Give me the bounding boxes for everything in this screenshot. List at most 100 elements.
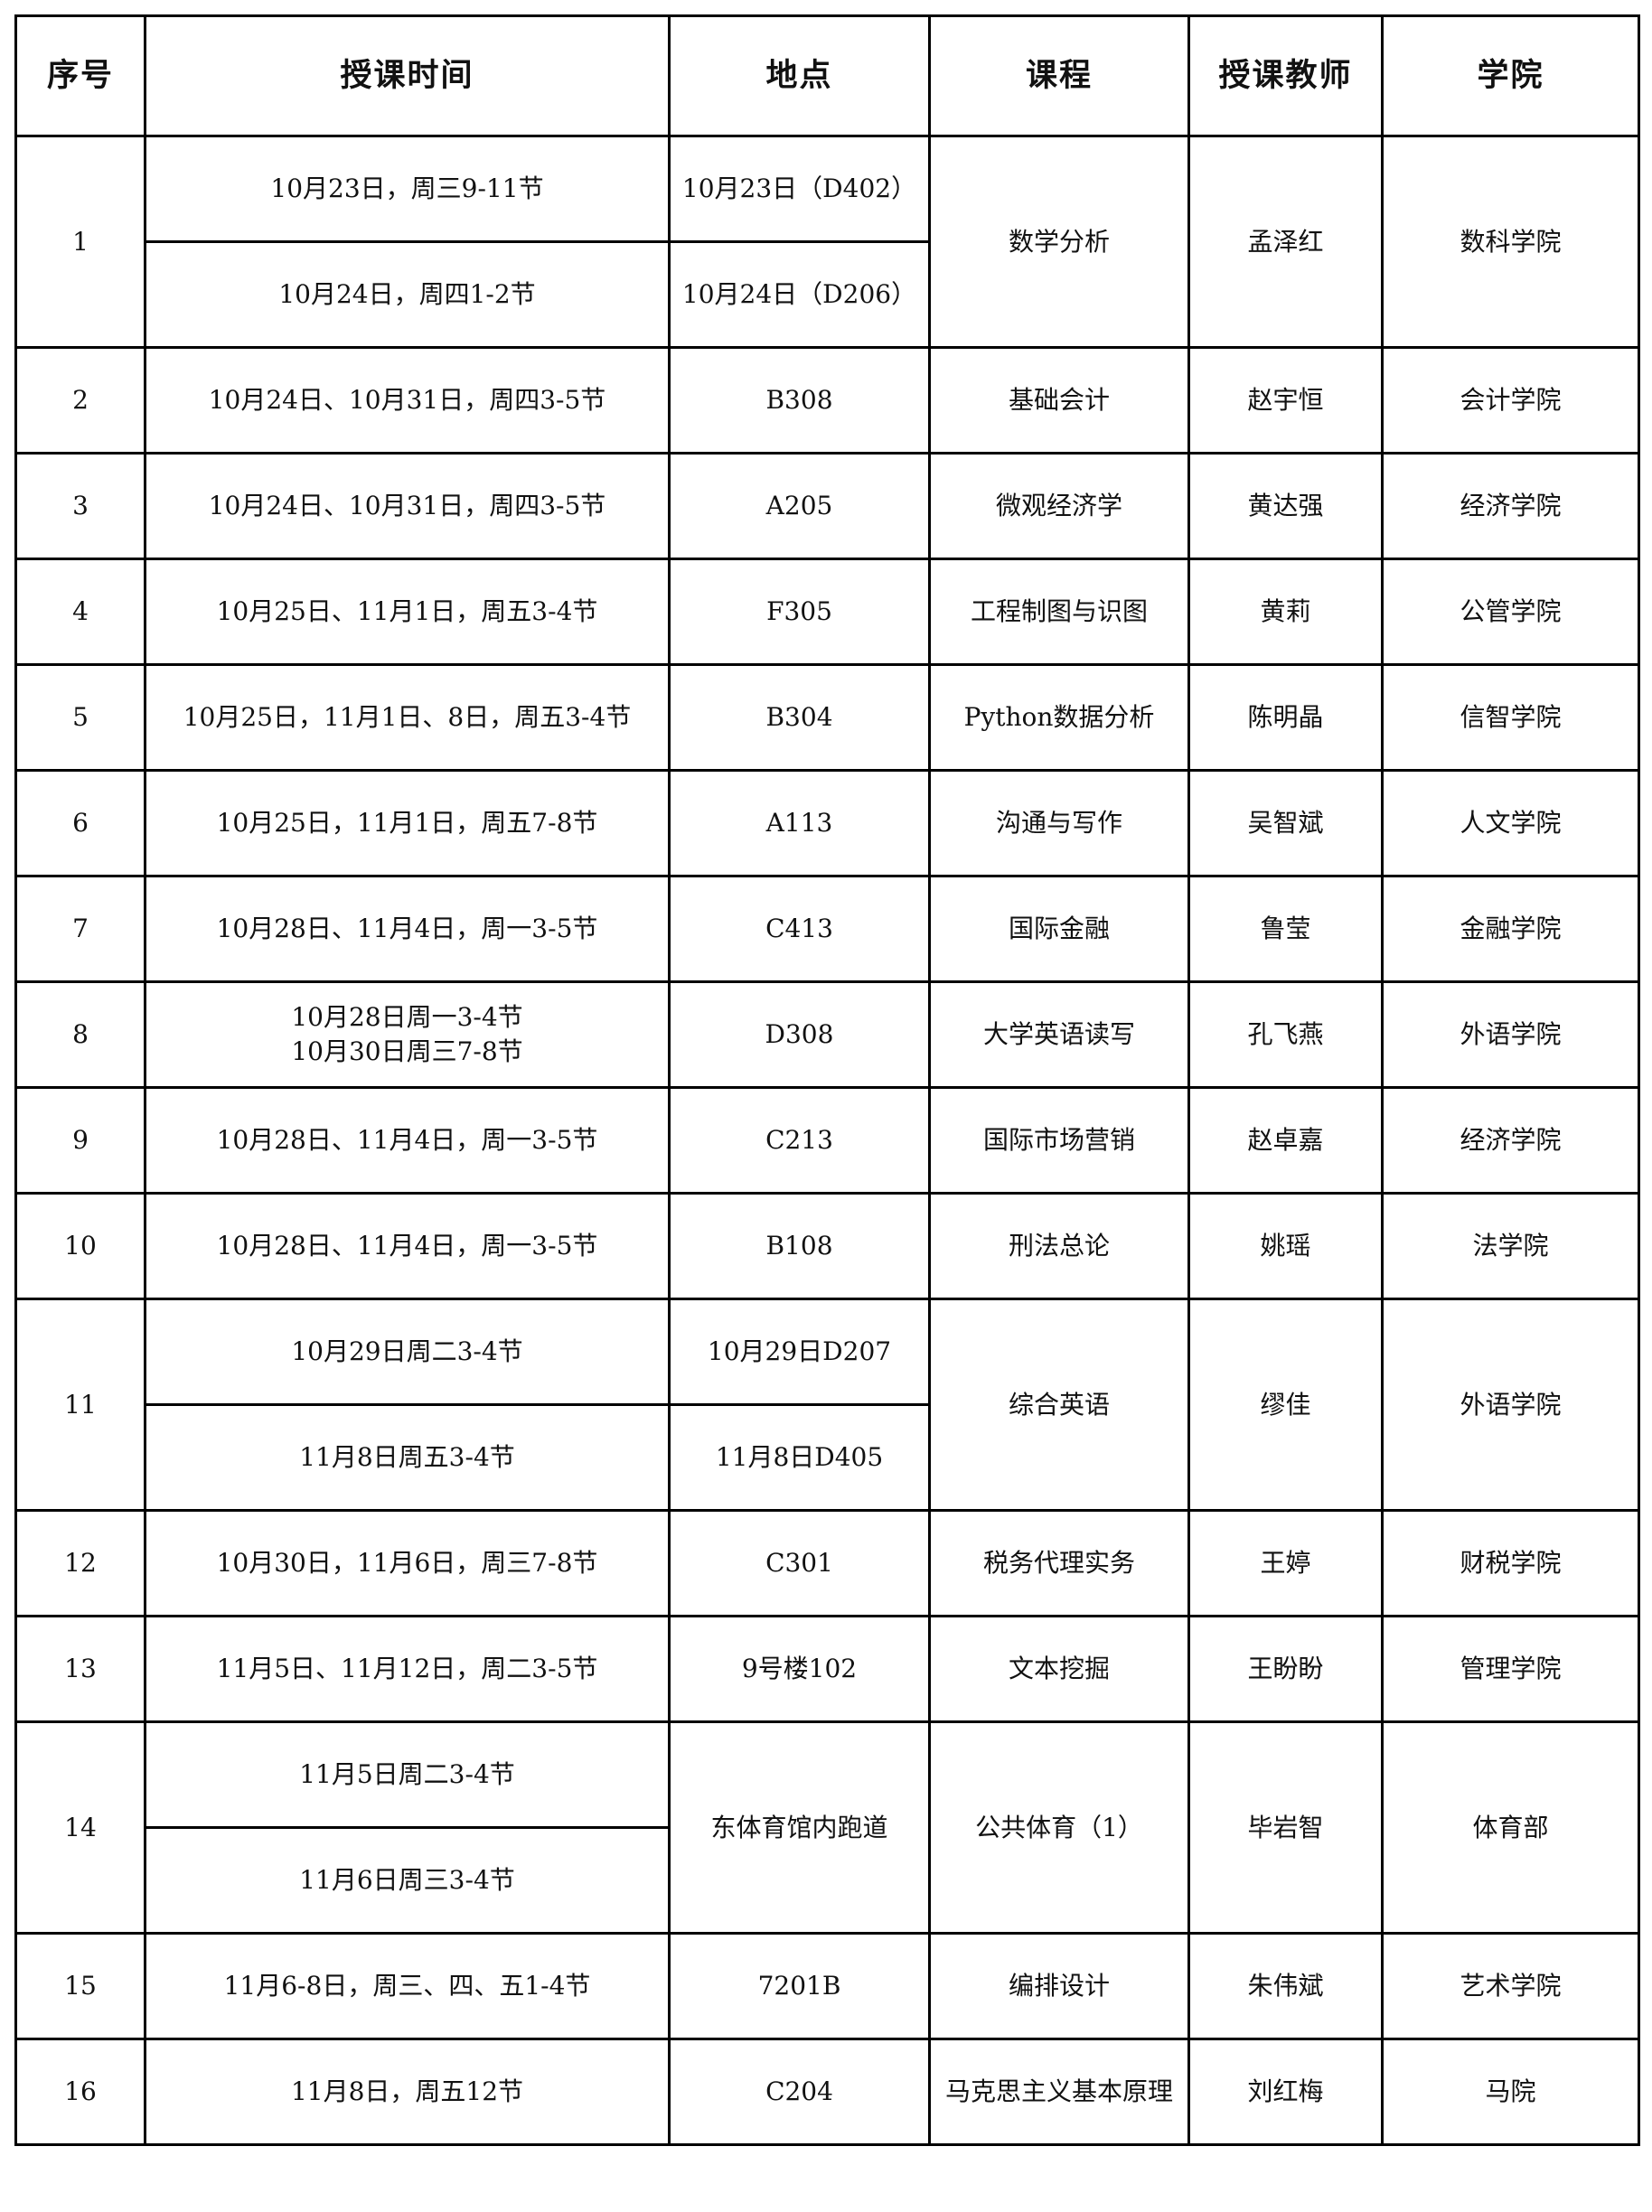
cell-teacher: 鲁莹 <box>1187 875 1384 983</box>
table-row: 5 10月25日，11月1日、8日，周五3-4节 B304 Python数据分析 陈明晶… <box>14 663 1640 772</box>
cell-course: 综合英语 <box>928 1298 1190 1512</box>
cell-college: 财税学院 <box>1381 1509 1640 1617</box>
cell-teacher: 刘红梅 <box>1187 2038 1384 2146</box>
cell-teacher: 陈明晶 <box>1187 663 1384 772</box>
cell-teacher: 孟泽红 <box>1187 135 1384 349</box>
cell-college: 金融学院 <box>1381 875 1640 983</box>
cell-no: 9 <box>14 1086 146 1195</box>
cell-time: 11月5日周二3-4节 <box>144 1720 671 1829</box>
cell-course: 基础会计 <box>928 346 1190 455</box>
cell-place: 11月8日D405 <box>668 1403 931 1512</box>
cell-no: 10 <box>14 1192 146 1300</box>
cell-teacher: 缪佳 <box>1187 1298 1384 1512</box>
cell-college: 艺术学院 <box>1381 1932 1640 2040</box>
cell-time: 10月24日，周四1-2节 <box>144 240 671 349</box>
header-course: 课程 <box>928 14 1190 137</box>
table-row: 8 10月28日周一3-4节 10月30日周三7-8节 D308 大学英语读写 孔飞燕外… <box>14 980 1640 1089</box>
cell-place: A113 <box>668 769 931 877</box>
header-college: 学院 <box>1381 14 1640 137</box>
cell-course: 国际金融 <box>928 875 1190 983</box>
cell-teacher: 孔飞燕 <box>1187 980 1384 1089</box>
table-row: 1 10月23日，周三9-11节 10月23日（D402） 数学分析 孟泽红 数科学院 <box>14 135 1640 349</box>
cell-place: 10月23日（D402） <box>668 135 931 243</box>
table-row: 4 10月25日、11月1日，周五3-4节 F305 工程制图与识图 黄莉 公管学院 <box>14 558 1640 666</box>
cell-course: 微观经济学 <box>928 452 1190 560</box>
cell-time: 10月30日，11月6日，周三7-8节 <box>144 1509 671 1617</box>
cell-teacher: 吴智斌 <box>1187 769 1384 877</box>
header-teacher: 授课教师 <box>1187 14 1384 137</box>
cell-place: 9号楼102 <box>668 1615 931 1723</box>
cell-college: 体育部 <box>1381 1720 1640 1935</box>
cell-course: 刑法总论 <box>928 1192 1190 1300</box>
cell-course: 国际市场营销 <box>928 1086 1190 1195</box>
table-row: 11 10月29日周二3-4节 10月29日D207 综合英语 缪佳 外语学院 <box>14 1298 1640 1512</box>
cell-college: 经济学院 <box>1381 1086 1640 1195</box>
cell-teacher: 赵宇恒 <box>1187 346 1384 455</box>
cell-college: 外语学院 <box>1381 980 1640 1089</box>
cell-course: 数学分析 <box>928 135 1190 349</box>
cell-place: C413 <box>668 875 931 983</box>
cell-time: 10月23日，周三9-11节 <box>144 135 671 243</box>
table-row: 11月8日周五3-4节 11月8日D405 <box>16 1403 1639 1512</box>
cell-place: B108 <box>668 1192 931 1300</box>
table-row: 9 10月28日、11月4日，周一3-5节 C213 国际市场营销 赵卓嘉 经济学院 <box>14 1086 1640 1195</box>
table-row: 11月6日周三3-4节 <box>16 1826 1639 1935</box>
cell-college: 马院 <box>1381 2038 1640 2146</box>
table-row: 13 11月5日、11月12日，周二3-5节 9号楼102 文本挖掘 王盼盼 管理学院 <box>14 1615 1640 1723</box>
cell-time: 10月28日、11月4日，周一3-5节 <box>144 1192 671 1300</box>
table-row: 16 11月8日，周五12节 C204 马克思主义基本原理 刘红梅 马院 <box>14 2038 1640 2146</box>
cell-no: 11 <box>14 1298 146 1512</box>
cell-time: 10月24日、10月31日，周四3-5节 <box>144 346 671 455</box>
cell-time: 10月29日周二3-4节 <box>144 1298 671 1406</box>
cell-teacher: 黄莉 <box>1187 558 1384 666</box>
cell-course: 编排设计 <box>928 1932 1190 2040</box>
cell-place: 东体育馆内跑道 <box>668 1720 931 1935</box>
cell-college: 数科学院 <box>1381 135 1640 349</box>
header-place: 地点 <box>668 14 931 137</box>
cell-time: 11月6-8日，周三、四、五1-4节 <box>144 1932 671 2040</box>
table-row: 15 11月6-8日，周三、四、五1-4节 7201B 编排设计 朱伟斌 艺术学院 <box>14 1932 1640 2040</box>
table-row: 3 10月24日、10月31日，周四3-5节 A205 微观经济学 黄达强 经济学院 <box>14 452 1640 560</box>
cell-place: C301 <box>668 1509 931 1617</box>
cell-no: 5 <box>14 663 146 772</box>
cell-teacher: 王盼盼 <box>1187 1615 1384 1723</box>
header-row: 序号 授课时间 地点 课程 授课教师 学院 <box>14 14 1640 137</box>
cell-teacher: 姚瑶 <box>1187 1192 1384 1300</box>
header-time: 授课时间 <box>144 14 671 137</box>
cell-college: 法学院 <box>1381 1192 1640 1300</box>
cell-no: 12 <box>14 1509 146 1617</box>
cell-no: 8 <box>14 980 146 1089</box>
cell-no: 3 <box>14 452 146 560</box>
cell-no: 4 <box>14 558 146 666</box>
cell-college: 外语学院 <box>1381 1298 1640 1512</box>
cell-place: D308 <box>668 980 931 1089</box>
cell-teacher: 赵卓嘉 <box>1187 1086 1384 1195</box>
cell-place: 7201B <box>668 1932 931 2040</box>
cell-no: 14 <box>14 1720 146 1935</box>
cell-place: 10月24日（D206） <box>668 240 931 349</box>
cell-place: B308 <box>668 346 931 455</box>
cell-no: 2 <box>14 346 146 455</box>
table-row: 12 10月30日，11月6日，周三7-8节 C301 税务代理实务 王婷 财税学院 <box>14 1509 1640 1617</box>
cell-time: 10月25日，11月1日、8日，周五3-4节 <box>144 663 671 772</box>
cell-teacher: 朱伟斌 <box>1187 1932 1384 2040</box>
cell-time: 10月28日、11月4日，周一3-5节 <box>144 1086 671 1195</box>
cell-time: 10月25日、11月1日，周五3-4节 <box>144 558 671 666</box>
cell-place: C204 <box>668 2038 931 2146</box>
cell-teacher: 黄达强 <box>1187 452 1384 560</box>
cell-time: 10月24日、10月31日，周四3-5节 <box>144 452 671 560</box>
cell-course: 沟通与写作 <box>928 769 1190 877</box>
cell-time: 10月28日周一3-4节 10月30日周三7-8节 <box>144 980 671 1089</box>
cell-no: 1 <box>14 135 146 349</box>
cell-course: 工程制图与识图 <box>928 558 1190 666</box>
cell-time: 11月8日，周五12节 <box>144 2038 671 2146</box>
cell-college: 管理学院 <box>1381 1615 1640 1723</box>
cell-course: 大学英语读写 <box>928 980 1190 1089</box>
table-row: 14 11月5日周二3-4节 东体育馆内跑道 公共体育（1） 毕岩智 体育部 <box>14 1720 1640 1935</box>
cell-course: 马克思主义基本原理 <box>928 2038 1190 2146</box>
cell-time: 10月25日，11月1日，周五7-8节 <box>144 769 671 877</box>
cell-time: 10月28日、11月4日，周一3-5节 <box>144 875 671 983</box>
cell-no: 15 <box>14 1932 146 2040</box>
cell-no: 7 <box>14 875 146 983</box>
header-no: 序号 <box>14 14 146 137</box>
